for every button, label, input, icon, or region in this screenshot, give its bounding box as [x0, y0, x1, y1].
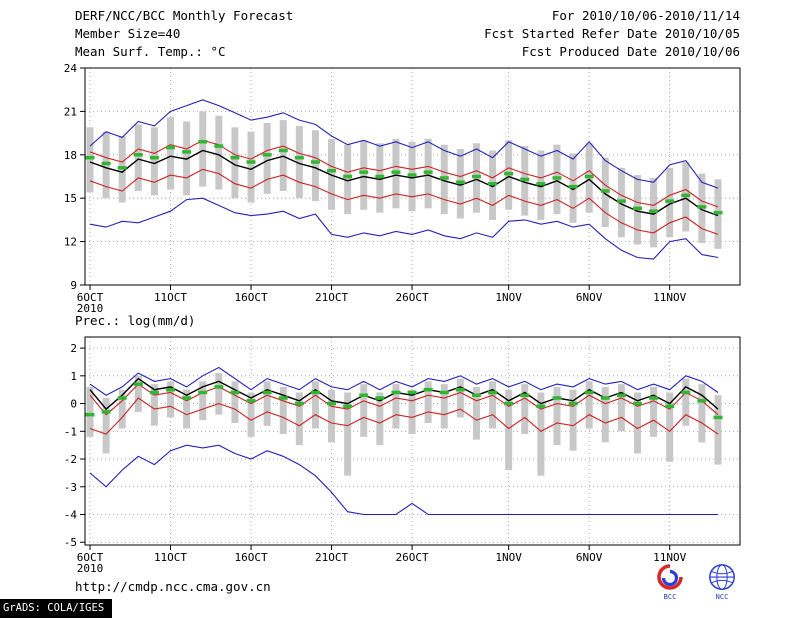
- svg-text:2010: 2010: [77, 562, 104, 575]
- svg-text:11OCT: 11OCT: [154, 291, 187, 304]
- logos-group: BCC NCC: [650, 563, 742, 601]
- report-title: DERF/NCC/BCC Monthly Forecast: [75, 8, 294, 23]
- ncc-globe-icon: [709, 564, 735, 590]
- site-url: http://cmdp.ncc.cma.gov.cn: [75, 579, 271, 594]
- grads-credit-text: GrADS: COLA/IGES: [3, 602, 105, 614]
- member-size-label: Member Size=40: [75, 26, 181, 41]
- svg-text:-5: -5: [64, 536, 77, 549]
- svg-text:11NOV: 11NOV: [653, 551, 686, 564]
- svg-text:6OCT: 6OCT: [77, 551, 104, 564]
- svg-text:26OCT: 26OCT: [395, 551, 428, 564]
- bcc-swirl-icon: [657, 564, 683, 590]
- svg-text:-2: -2: [64, 453, 77, 466]
- temp-chart-title: Mean Surf. Temp.: °C: [75, 44, 226, 59]
- svg-text:1: 1: [70, 370, 77, 383]
- forecast-range: For 2010/10/06-2010/11/14: [551, 8, 740, 23]
- bcc-logo-icon: BCC: [650, 563, 690, 601]
- svg-text:9: 9: [70, 279, 77, 292]
- svg-text:21OCT: 21OCT: [315, 291, 348, 304]
- svg-text:15: 15: [64, 192, 77, 205]
- svg-text:6NOV: 6NOV: [576, 291, 603, 304]
- svg-text:2010: 2010: [77, 302, 104, 315]
- grads-credit-badge: GrADS: COLA/IGES: [0, 599, 113, 618]
- svg-text:6OCT: 6OCT: [77, 291, 104, 304]
- svg-text:0: 0: [70, 398, 77, 411]
- svg-text:24: 24: [64, 62, 78, 75]
- svg-text:11OCT: 11OCT: [154, 551, 187, 564]
- svg-text:6NOV: 6NOV: [576, 551, 603, 564]
- fcst-produced-date: Fcst Produced Date 2010/10/06: [521, 44, 740, 59]
- svg-text:16OCT: 16OCT: [234, 291, 267, 304]
- svg-text:-4: -4: [64, 508, 78, 521]
- svg-text:12: 12: [64, 236, 77, 249]
- svg-text:1NOV: 1NOV: [495, 291, 522, 304]
- svg-text:18: 18: [64, 149, 77, 162]
- bcc-logo-label: BCC: [663, 593, 677, 601]
- svg-text:21OCT: 21OCT: [315, 551, 348, 564]
- svg-text:2: 2: [70, 342, 77, 355]
- svg-text:11NOV: 11NOV: [653, 291, 686, 304]
- svg-text:-3: -3: [64, 481, 77, 494]
- ncc-logo-icon: NCC: [702, 563, 742, 601]
- svg-text:-1: -1: [64, 425, 77, 438]
- ncc-logo-label: NCC: [715, 593, 729, 601]
- svg-text:21: 21: [64, 105, 77, 118]
- svg-text:1NOV: 1NOV: [495, 551, 522, 564]
- precip-chart-title: Prec.: log(mm/d): [75, 313, 196, 328]
- svg-text:26OCT: 26OCT: [395, 291, 428, 304]
- fcst-refer-date: Fcst Started Refer Date 2010/10/05: [484, 26, 740, 41]
- svg-text:16OCT: 16OCT: [234, 551, 267, 564]
